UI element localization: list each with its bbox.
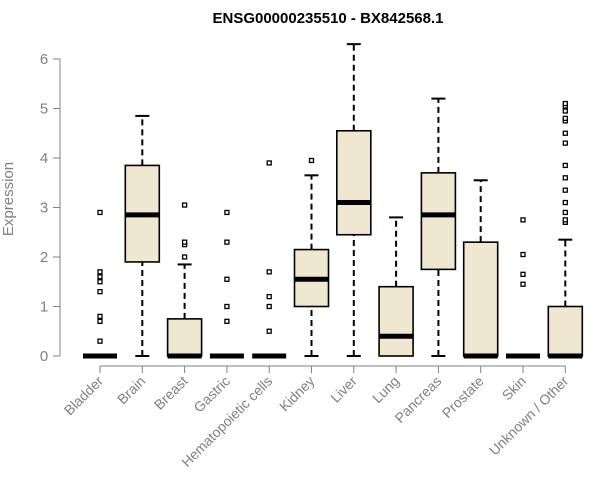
outlier-point — [520, 217, 526, 223]
x-tick-label: Skin — [499, 373, 530, 404]
box-group — [335, 43, 372, 357]
outlier-point — [266, 160, 272, 166]
box-group — [252, 160, 287, 359]
box — [547, 305, 584, 357]
outlier-point — [266, 303, 272, 310]
outlier-point — [520, 271, 526, 277]
outlier-point — [181, 254, 188, 260]
y-tick-label: 3 — [40, 200, 48, 217]
box-group — [506, 217, 540, 359]
outlier-point — [266, 269, 272, 275]
outlier-point — [562, 108, 568, 114]
y-tick-label: 6 — [40, 51, 48, 68]
box-group — [166, 202, 203, 359]
outlier-point — [562, 130, 568, 136]
box-group — [209, 209, 244, 359]
outlier-point — [97, 313, 103, 320]
outlier-point — [97, 338, 103, 344]
outlier-point — [97, 279, 103, 285]
outlier-point — [97, 288, 103, 295]
outlier-point — [562, 175, 568, 181]
y-tick-label: 5 — [40, 101, 48, 118]
outlier-point — [562, 217, 568, 223]
y-tick-label: 2 — [40, 249, 48, 266]
outlier-point — [224, 239, 230, 245]
outlier-point — [562, 199, 568, 206]
outlier-point — [308, 157, 315, 164]
outlier-point — [562, 209, 568, 216]
outlier-point — [520, 251, 526, 258]
x-tick-label: Bladder — [61, 373, 107, 419]
outlier-point — [562, 140, 568, 146]
outlier-point — [562, 162, 568, 169]
y-tick-label: 1 — [40, 299, 48, 316]
outlier-point — [266, 293, 272, 300]
x-tick-label: Brain — [114, 373, 148, 407]
box — [166, 318, 203, 357]
outlier-point — [181, 239, 188, 245]
box — [378, 285, 414, 357]
x-tick-label: Unknown / Other — [486, 373, 572, 459]
outlier-point — [224, 276, 230, 282]
y-tick-label: 4 — [40, 150, 48, 167]
y-tick-label: 0 — [40, 348, 48, 365]
x-tick-label: Lung — [369, 373, 402, 406]
box-group — [462, 179, 499, 359]
box — [335, 129, 372, 236]
y-axis: 0 1 2 3 4 5 6 — [40, 51, 61, 365]
outlier-point — [97, 269, 103, 275]
box-group — [293, 157, 330, 357]
box-group — [83, 209, 117, 359]
outlier-point — [97, 209, 103, 216]
outlier-point — [224, 209, 230, 216]
x-tick-label: Pancreas — [391, 373, 444, 426]
outlier-point — [181, 202, 188, 208]
box-group — [547, 100, 584, 359]
x-tick-label: Kidney — [276, 373, 318, 415]
outlier-point — [224, 318, 230, 325]
box-group — [420, 97, 457, 357]
outlier-point — [266, 328, 272, 334]
box — [462, 241, 499, 357]
box-group — [378, 216, 414, 357]
outlier-point — [562, 100, 568, 107]
y-axis-label: Expression — [0, 162, 17, 236]
outlier-point — [97, 318, 103, 325]
outlier-point — [224, 303, 230, 310]
x-tick-label: Prostate — [439, 373, 487, 421]
outlier-point — [520, 281, 526, 287]
box-series — [83, 43, 584, 359]
outlier-point — [562, 187, 568, 193]
box-group — [124, 114, 161, 357]
x-tick-label: Liver — [327, 373, 360, 406]
chart-title: ENSG00000235510 - BX842568.1 — [212, 10, 443, 27]
x-tick-label: Breast — [151, 373, 191, 413]
box — [420, 172, 457, 271]
outlier-point — [97, 274, 103, 280]
outlier-point — [562, 115, 568, 122]
